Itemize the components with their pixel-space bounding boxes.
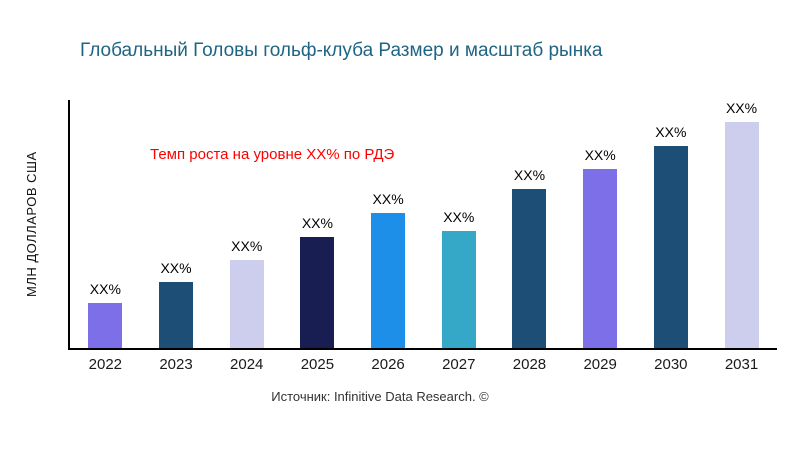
bar-slot-2029: XX%: [565, 100, 635, 348]
x-axis-label-2031: 2031: [724, 356, 759, 373]
bar-value-label-2027: XX%: [443, 208, 475, 225]
x-axis-label-2025: 2025: [300, 356, 335, 373]
bar-2023: [159, 281, 194, 348]
bar-slot-2025: XX%: [282, 100, 352, 348]
bar-2027: [441, 230, 476, 348]
x-axis-labels: 2022 2023 2024 2025 2026 2027 2028 2029 2030 2031: [70, 356, 777, 373]
bar-slot-2030: XX%: [636, 100, 706, 348]
y-axis-label: МЛН ДОЛЛАРОВ США: [24, 151, 39, 297]
bar-2024: [229, 259, 264, 348]
bar-2030: [653, 145, 688, 348]
x-axis-label-2029: 2029: [583, 356, 617, 373]
bar-slot-2022: XX%: [70, 100, 140, 348]
bar-slot-2027: XX%: [424, 100, 494, 348]
bar-2025: [300, 236, 335, 348]
bar-2026: [371, 213, 406, 348]
source-credit: Источник: Infinitive Data Research. ©: [271, 389, 489, 404]
bar-2031: [724, 122, 759, 348]
bar-2028: [512, 189, 547, 348]
x-axis-label-2023: 2023: [159, 356, 193, 373]
bar-value-label-2026: XX%: [372, 191, 404, 208]
bar-value-label-2029: XX%: [584, 147, 616, 164]
bar-slot-2023: XX%: [141, 100, 211, 348]
bar-slot-2026: XX%: [353, 100, 423, 348]
bar-value-label-2023: XX%: [160, 259, 192, 276]
bar-value-label-2028: XX%: [513, 167, 546, 184]
x-axis-label-2024: 2024: [230, 356, 264, 373]
bar-2022: [88, 303, 123, 348]
bar-value-label-2031: XX%: [725, 100, 758, 116]
x-axis-label-2022: 2022: [88, 356, 123, 373]
plot-area: XX% XX% XX% XX% XX% XX% XX% XX% XX% XX%: [68, 100, 777, 350]
bar-value-label-2025: XX%: [301, 214, 333, 231]
bar-value-label-2022: XX%: [89, 281, 121, 298]
x-axis-label-2030: 2030: [654, 356, 688, 373]
x-axis-label-2027: 2027: [442, 356, 476, 373]
bar-value-label-2024: XX%: [231, 237, 263, 254]
bar-slot-2028: XX%: [494, 100, 564, 348]
x-axis-label-2028: 2028: [512, 356, 547, 373]
bar-2029: [583, 169, 618, 348]
bar-value-label-2030: XX%: [655, 123, 687, 140]
growth-annotation: Темп роста на уровне XX% по РДЭ: [150, 146, 395, 163]
x-axis-label-2026: 2026: [371, 356, 405, 373]
bars: XX% XX% XX% XX% XX% XX% XX% XX% XX% XX%: [70, 100, 777, 348]
chart-title: Глобальный Головы гольф-клуба Размер и м…: [80, 40, 603, 61]
bar-slot-2024: XX%: [212, 100, 282, 348]
bar-slot-2031: XX%: [707, 100, 777, 348]
